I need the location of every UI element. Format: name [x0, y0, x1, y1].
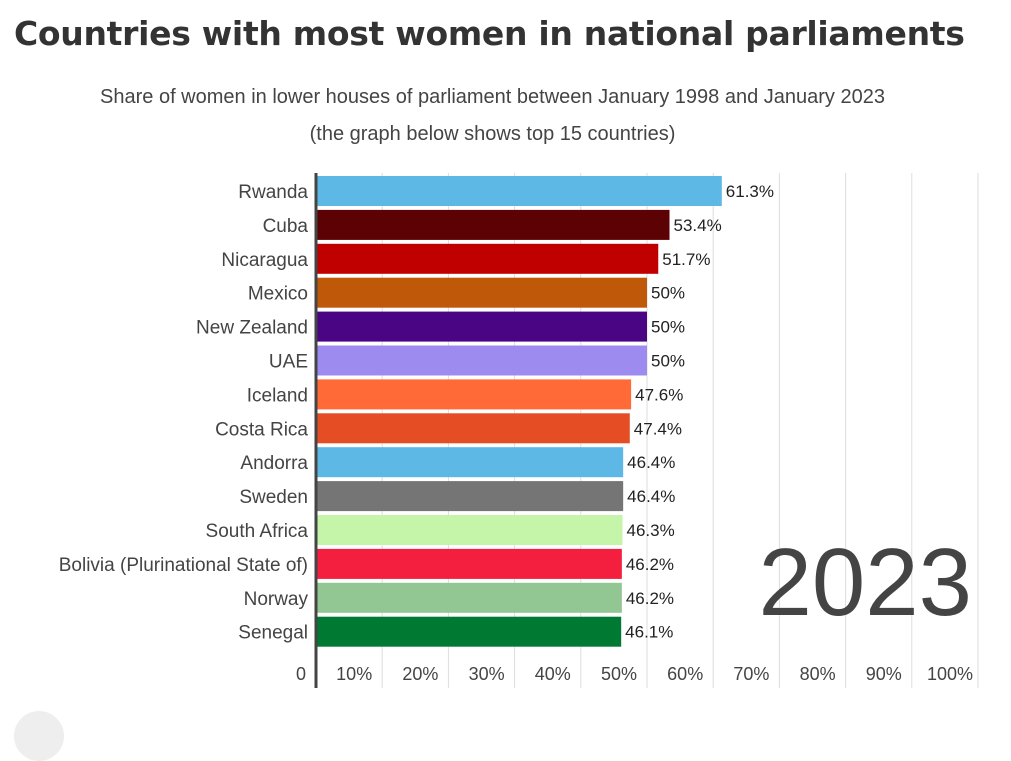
bar[interactable]: [316, 481, 624, 512]
value-label: 61.3%: [726, 182, 774, 201]
bar[interactable]: [316, 277, 647, 308]
category-label: Norway: [244, 589, 309, 610]
category-label: South Africa: [206, 521, 309, 542]
chart-subtitle-line-2: (the graph below shows top 15 countries): [309, 123, 676, 145]
category-label: Costa Rica: [215, 419, 308, 440]
value-label: 50%: [651, 352, 685, 371]
bar[interactable]: [316, 616, 622, 647]
value-label: 46.3%: [627, 521, 675, 540]
category-label: Mexico: [248, 284, 308, 305]
x-tick-label: 60%: [667, 664, 703, 684]
bar[interactable]: [316, 345, 647, 376]
x-tick-label: 90%: [866, 664, 902, 684]
category-label: Andorra: [240, 453, 308, 474]
chart-title: Countries with most women in national pa…: [14, 14, 965, 53]
value-label: 50%: [651, 284, 685, 303]
bar[interactable]: [316, 413, 630, 444]
corner-circle: [14, 711, 64, 761]
category-label: Bolivia (Plurinational State of): [59, 555, 308, 576]
value-label: 47.6%: [635, 385, 683, 404]
bar[interactable]: [316, 515, 623, 545]
value-label: 46.2%: [626, 555, 674, 574]
bar[interactable]: [316, 243, 659, 274]
category-label: New Zealand: [196, 318, 308, 339]
value-label: 47.4%: [634, 419, 682, 438]
bar[interactable]: [316, 311, 647, 342]
x-tick-label: 40%: [535, 664, 571, 684]
x-tick-label: 30%: [469, 664, 505, 684]
category-label: UAE: [269, 352, 308, 373]
category-label: Cuba: [263, 216, 309, 237]
category-label: Nicaragua: [221, 250, 308, 271]
value-label: 46.1%: [625, 623, 673, 642]
category-label: Senegal: [238, 623, 308, 644]
x-tick-label: 0: [296, 664, 306, 684]
category-label: Sweden: [239, 487, 308, 508]
x-tick-label: 80%: [800, 664, 836, 684]
value-label: 46.4%: [627, 487, 675, 506]
value-label: 46.2%: [626, 589, 674, 608]
value-label: 46.4%: [627, 453, 675, 472]
bar[interactable]: [316, 209, 670, 240]
bar[interactable]: [316, 379, 632, 410]
bar[interactable]: [316, 548, 622, 579]
x-tick-label: 100%: [927, 664, 973, 684]
value-label: 51.7%: [662, 250, 710, 269]
category-label: Iceland: [247, 385, 308, 406]
x-tick-label: 20%: [402, 664, 438, 684]
x-tick-label: 10%: [336, 664, 372, 684]
x-tick-label: 70%: [733, 664, 769, 684]
bar[interactable]: [316, 447, 624, 478]
bar[interactable]: [316, 176, 722, 206]
value-label: 50%: [651, 318, 685, 337]
value-label: 53.4%: [674, 216, 722, 235]
bar[interactable]: [316, 582, 622, 613]
category-label: Rwanda: [238, 182, 308, 203]
chart-subtitle-line-1: Share of women in lower houses of parlia…: [100, 86, 885, 108]
x-tick-label: 50%: [601, 664, 637, 684]
bar-chart: Rwanda 61.3% Cuba 53.4% Nicaragua 51.7% Mexico…: [59, 173, 979, 688]
year-label: 2023: [758, 529, 972, 636]
